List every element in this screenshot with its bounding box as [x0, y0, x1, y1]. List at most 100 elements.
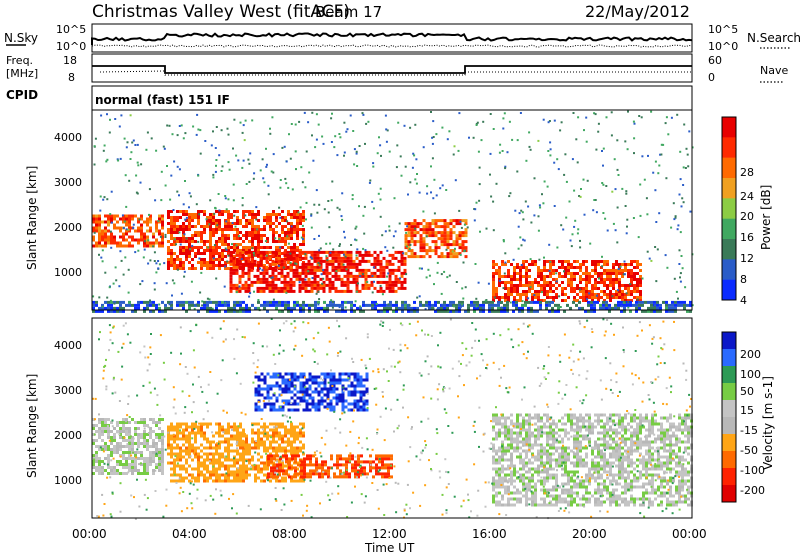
power-cell	[403, 271, 407, 275]
power-cell	[355, 290, 358, 293]
velocity-cell	[269, 408, 273, 412]
power-cell	[127, 228, 130, 231]
power-cell	[295, 277, 299, 281]
velocity-cell	[296, 431, 299, 435]
velocity-cell	[269, 387, 273, 391]
power-cell	[458, 306, 461, 310]
power-cell	[476, 300, 479, 304]
power-cell	[194, 255, 197, 258]
power-cell	[287, 300, 290, 304]
power-cell	[197, 234, 200, 237]
velocity-cell	[122, 439, 125, 442]
power-cell	[283, 277, 287, 281]
velocity-cell	[284, 402, 288, 406]
power-cell	[510, 284, 513, 287]
velocity-cell	[504, 458, 507, 462]
power-cell	[266, 246, 269, 249]
power-cell	[259, 250, 263, 254]
velocity-cell	[329, 384, 333, 388]
power-cell	[624, 287, 627, 290]
power-cell	[537, 284, 540, 287]
velocity-cell	[230, 479, 233, 483]
power-cell	[401, 306, 404, 310]
power-cell	[489, 113, 492, 115]
power-cell	[627, 110, 629, 113]
power-cell	[630, 272, 633, 275]
power-cell	[245, 249, 248, 252]
velocity-cell	[510, 464, 513, 468]
power-cell	[519, 266, 522, 269]
power-cell	[435, 133, 438, 136]
power-cell	[636, 260, 639, 263]
power-cell	[327, 211, 330, 214]
power-cell	[629, 303, 632, 307]
power-cell	[287, 186, 290, 189]
velocity-cell	[495, 500, 498, 504]
power-cell	[318, 264, 321, 267]
velocity-cell	[326, 390, 330, 394]
velocity-cell	[161, 463, 164, 466]
power-cell	[674, 215, 677, 218]
velocity-cell	[323, 393, 327, 397]
power-cell	[606, 275, 609, 278]
power-cell	[298, 283, 302, 287]
velocity-cell	[285, 460, 288, 464]
velocity-cell	[206, 446, 209, 450]
power-cell	[140, 214, 143, 218]
power-cell	[221, 234, 224, 237]
power-cell	[380, 154, 382, 157]
velocity-cell	[302, 399, 306, 403]
power-cell	[507, 290, 510, 293]
velocity-cell	[293, 431, 296, 435]
velocity-cell	[338, 381, 342, 385]
velocity-cell	[203, 473, 206, 477]
velocity-cell	[299, 422, 302, 426]
power-cell	[179, 240, 182, 243]
power-cell	[241, 274, 245, 278]
velocity-cell	[125, 451, 128, 454]
power-cell	[593, 112, 596, 115]
power-cell	[263, 306, 266, 310]
velocity-cell	[324, 469, 327, 473]
power-cell	[621, 284, 624, 287]
power-cbar-tick-4: 4	[740, 294, 747, 307]
power-cell	[578, 288, 581, 291]
power-cell	[254, 306, 257, 310]
power-cell	[539, 300, 542, 304]
power-cell	[653, 309, 656, 313]
velocity-cell	[285, 469, 288, 473]
power-cell	[379, 265, 383, 269]
power-cell	[278, 222, 281, 225]
power-cell	[290, 306, 293, 310]
power-cell	[606, 284, 609, 287]
velocity-cell	[200, 449, 203, 453]
power-cell	[110, 214, 113, 218]
power-cell	[274, 283, 278, 287]
power-cell	[235, 244, 238, 247]
power-cell	[123, 137, 126, 140]
velocity-cell	[278, 408, 282, 412]
velocity-cell	[221, 452, 224, 456]
power-cell	[475, 297, 478, 300]
power-cell	[364, 271, 368, 275]
velocity-cell	[347, 393, 351, 397]
power-cell	[229, 268, 233, 272]
power-cell	[400, 271, 404, 275]
power-cell	[376, 152, 379, 155]
power-cell	[227, 267, 230, 270]
velocity-cell	[504, 452, 507, 456]
power-cell	[343, 250, 347, 254]
power-cell	[373, 265, 377, 269]
power-cell	[158, 244, 161, 248]
velocity-cell	[170, 467, 173, 471]
power-cell	[134, 303, 137, 307]
power-cell	[325, 274, 329, 278]
velocity-cell	[332, 390, 336, 394]
power-cell	[248, 246, 251, 249]
velocity-cell	[327, 466, 330, 470]
power-cell	[549, 154, 552, 157]
power-cell	[262, 177, 265, 180]
power-cell	[153, 251, 156, 254]
velocity-cell	[197, 446, 200, 450]
velocity-cell	[134, 463, 137, 466]
